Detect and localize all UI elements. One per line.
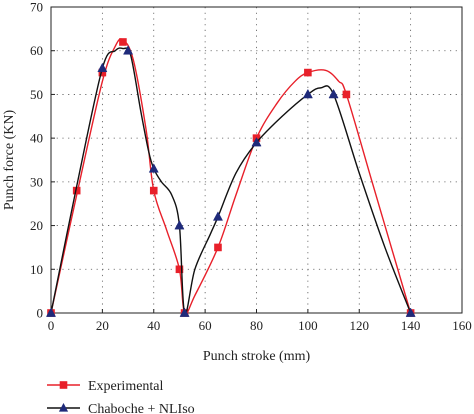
series-layer <box>45 38 416 317</box>
y-tick-label: 10 <box>30 262 43 277</box>
data-point-chaboche-nliso <box>212 211 223 221</box>
legend: Experimental Chaboche + NLIso <box>47 379 195 414</box>
series-line-experimental <box>50 38 412 315</box>
data-point-chaboche-nliso <box>251 136 262 147</box>
data-point-experimental <box>72 186 81 195</box>
data-point-experimental <box>175 265 184 274</box>
x-axis-ticks: 0 20 40 60 80 100 120 140 160 <box>48 309 472 333</box>
y-tick-label: 40 <box>30 131 43 146</box>
data-point-experimental <box>214 243 222 252</box>
x-tick-label: 0 <box>48 318 55 333</box>
x-tick-label: 100 <box>298 318 318 333</box>
data-point-chaboche-nliso <box>97 62 108 73</box>
y-tick-label: 70 <box>30 0 43 15</box>
x-axis-label: Punch stroke (mm) <box>203 349 311 364</box>
data-point-experimental <box>304 68 312 77</box>
x-tick-label: 120 <box>350 318 370 333</box>
data-point-experimental <box>98 68 107 77</box>
data-point-chaboche-nliso <box>405 307 416 317</box>
y-tick-label: 60 <box>30 43 43 58</box>
legend-marker-triangle <box>58 403 69 412</box>
legend-item-experimental: Experimental <box>47 379 164 394</box>
y-tick-label: 50 <box>30 87 43 102</box>
data-point-chaboche-nliso <box>45 307 57 317</box>
x-tick-label: 160 <box>452 318 472 333</box>
x-tick-label: 60 <box>199 318 212 333</box>
series-chaboche-nliso <box>45 45 416 317</box>
data-point-chaboche-nliso <box>148 163 159 173</box>
y-tick-label: 30 <box>30 174 43 189</box>
data-point-chaboche-nliso <box>179 307 190 317</box>
legend-label-chaboche-nliso: Chaboche + NLIso <box>88 402 195 414</box>
y-axis-ticks: 0 10 20 30 40 50 60 70 <box>30 0 55 321</box>
legend-marker-square <box>59 381 68 389</box>
x-tick-label: 40 <box>147 318 160 333</box>
data-point-experimental <box>342 90 351 99</box>
data-point-experimental <box>119 38 127 46</box>
x-tick-label: 80 <box>250 318 263 333</box>
legend-item-chaboche-nliso: Chaboche + NLIso <box>47 402 195 414</box>
data-point-chaboche-nliso <box>174 220 185 230</box>
series-line-chaboche-nliso <box>50 47 412 315</box>
x-tick-label: 20 <box>96 318 109 333</box>
y-axis-label: Punch force (KN) <box>2 110 17 211</box>
x-tick-label: 140 <box>401 318 421 333</box>
data-point-chaboche-nliso <box>123 45 134 55</box>
y-tick-label: 0 <box>37 306 44 321</box>
data-point-chaboche-nliso <box>328 88 339 99</box>
legend-label-experimental: Experimental <box>88 379 164 394</box>
data-point-experimental <box>149 186 158 195</box>
y-tick-label: 20 <box>30 218 43 233</box>
data-point-chaboche-nliso <box>302 88 313 99</box>
